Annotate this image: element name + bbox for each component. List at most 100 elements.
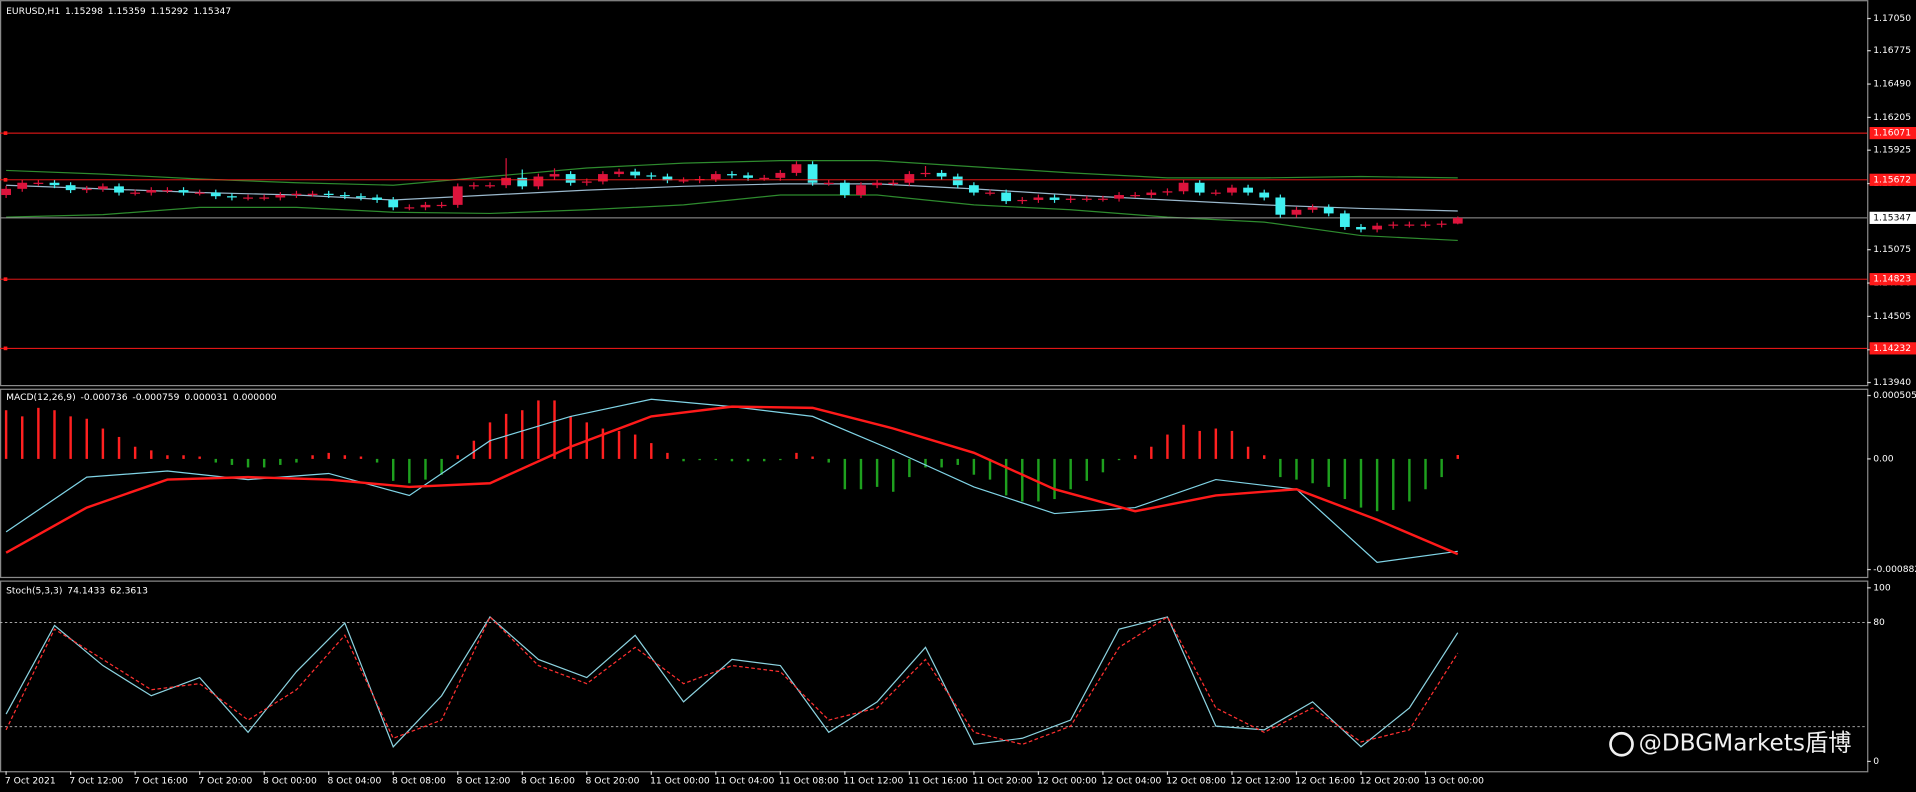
candle-body [1017, 199, 1028, 202]
candle-body [275, 195, 286, 198]
histogram-bar [117, 436, 121, 459]
y-tick-label: 80 [1873, 617, 1885, 628]
x-tick-label: 11 Oct 12:00 [844, 775, 904, 786]
y-tick-label: 1.14505 [1873, 311, 1911, 322]
histogram-bar [1037, 458, 1040, 502]
candle-body [1146, 192, 1157, 196]
histogram-bar [37, 407, 40, 459]
histogram-bar [279, 458, 282, 465]
candle-body [1356, 226, 1366, 230]
candle-body [662, 176, 673, 181]
main-frame [0, 0, 1869, 387]
histogram-bar [230, 458, 234, 465]
candle-body [904, 174, 915, 183]
candle-body [1114, 195, 1124, 199]
indicator-line [5, 615, 1459, 748]
indicator-line [6, 183, 1458, 212]
histogram-bar [440, 458, 443, 475]
candle-body [307, 193, 318, 195]
header-value: 74.1433 [67, 585, 105, 596]
candle-body [146, 190, 157, 193]
candle-body [1339, 213, 1350, 227]
candle-body [517, 177, 528, 187]
header-value: 1.15347 [193, 6, 231, 17]
y-tick-label: 1.16775 [1873, 45, 1911, 56]
x-tick-label: 7 Oct 20:00 [198, 775, 252, 786]
candle-body [856, 185, 866, 196]
histogram-bar [666, 452, 669, 459]
histogram-bar [1166, 434, 1169, 459]
histogram-bar [21, 416, 24, 459]
candle-body [1291, 209, 1302, 215]
histogram-bar [795, 452, 798, 459]
histogram-bar [924, 458, 927, 468]
histogram-bar [1133, 455, 1137, 459]
current-price-label: 1.15347 [1873, 212, 1911, 223]
candle-body [1, 188, 11, 196]
y-tick-label: -0.000882 [1873, 564, 1916, 575]
histogram-bar [1198, 430, 1201, 459]
candle-body [33, 182, 44, 184]
histogram-bar [1424, 458, 1427, 490]
candle-body [1065, 198, 1076, 200]
histogram-bar [698, 458, 701, 461]
candle-body [1420, 224, 1431, 226]
histogram-bar [1069, 458, 1072, 490]
candle-body [243, 197, 253, 199]
macd-frame [0, 388, 1869, 579]
y-tick-label: 1.15075 [1873, 244, 1911, 255]
y-tick-label: 1.16205 [1873, 112, 1911, 123]
candle-body [468, 185, 479, 187]
candle-body [614, 171, 624, 175]
x-tick-label: 8 Oct 08:00 [392, 775, 446, 786]
level-label-box [1869, 127, 1916, 140]
candle-body [1388, 224, 1399, 226]
histogram-bar [633, 434, 637, 459]
x-tick-label: 7 Oct 2021 [5, 775, 56, 786]
histogram-bar [1004, 458, 1008, 496]
histogram-bar [875, 458, 879, 487]
histogram-bar [53, 410, 56, 459]
candle-body [1372, 225, 1383, 230]
histogram-bar [956, 458, 959, 465]
pane-header: MACD(12,26,9) -0.000736 -0.000759 0.000031 0… [6, 392, 277, 403]
histogram-bar [1408, 458, 1411, 502]
x-tick-label: 7 Oct 16:00 [134, 775, 188, 786]
x-tick-label: 12 Oct 00:00 [1037, 775, 1097, 786]
y-tick-label: 1.17050 [1873, 13, 1911, 24]
x-tick-label: 11 Oct 08:00 [779, 775, 839, 786]
candle-body [420, 204, 431, 208]
y-tick-label: 0 [1873, 756, 1879, 767]
histogram-bar [521, 410, 524, 459]
level-marker [3, 177, 8, 182]
candle-body [1178, 182, 1189, 192]
candle-body [759, 177, 770, 180]
level-label: 1.14823 [1873, 274, 1911, 285]
level-label-box [1869, 342, 1916, 355]
x-tick-label: 8 Oct 12:00 [457, 775, 511, 786]
histogram-bar [811, 456, 814, 459]
indicator-line [6, 160, 1458, 186]
histogram-bar [1085, 458, 1089, 481]
y-tick-label: 100 [1873, 582, 1891, 593]
histogram-bar [988, 458, 992, 480]
candle-body [727, 174, 737, 176]
candle-body [533, 176, 544, 187]
candle-body [936, 172, 947, 177]
level-label-box [1869, 273, 1916, 286]
histogram-bar [311, 455, 314, 459]
x-tick-label: 8 Oct 04:00 [327, 775, 381, 786]
candle-body [791, 164, 802, 173]
histogram-bar [1440, 458, 1443, 478]
histogram-bar [843, 458, 847, 490]
candle-body [807, 164, 818, 183]
candle-body [1194, 182, 1205, 193]
histogram-bar [1311, 458, 1314, 484]
histogram-bar [779, 458, 782, 461]
candle-body [1404, 224, 1415, 226]
candle-body [952, 176, 963, 186]
histogram-bar [424, 458, 427, 480]
candle-body [339, 195, 350, 197]
candle-body [65, 185, 76, 191]
histogram-bar [1230, 430, 1234, 459]
